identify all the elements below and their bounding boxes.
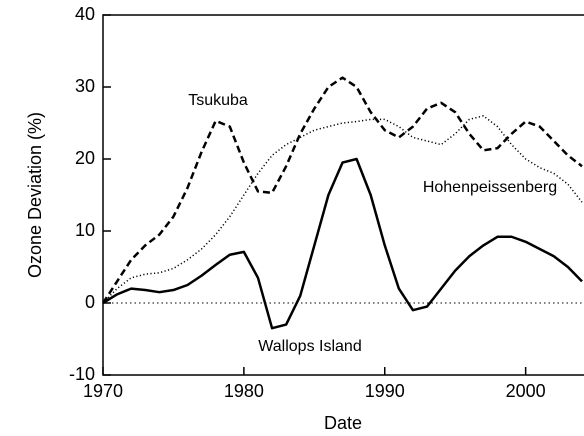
series-line (102, 115, 583, 304)
y-tick-label: 40 (75, 4, 95, 24)
y-axis-label: Ozone Deviation (%) (25, 112, 45, 278)
x-tick-label: 1970 (83, 381, 123, 401)
x-tick-label: 2000 (506, 381, 546, 401)
y-tick-label: 0 (85, 292, 95, 312)
y-tick-label: 20 (75, 148, 95, 168)
series-line (101, 76, 583, 304)
series-annotation: Hohenpeissenberg (423, 179, 557, 196)
x-tick-label: 1980 (224, 381, 264, 401)
y-tick-label: 10 (75, 220, 95, 240)
series-annotation: Wallops Island (258, 338, 361, 355)
y-tick-label: 30 (75, 76, 95, 96)
series-line (102, 157, 583, 330)
plot-frame (102, 14, 584, 376)
y-tick-label: -10 (69, 364, 95, 384)
x-tick-label: 1990 (365, 381, 405, 401)
series-annotation: Tsukuba (188, 92, 248, 109)
x-axis-label: Date (324, 413, 362, 433)
